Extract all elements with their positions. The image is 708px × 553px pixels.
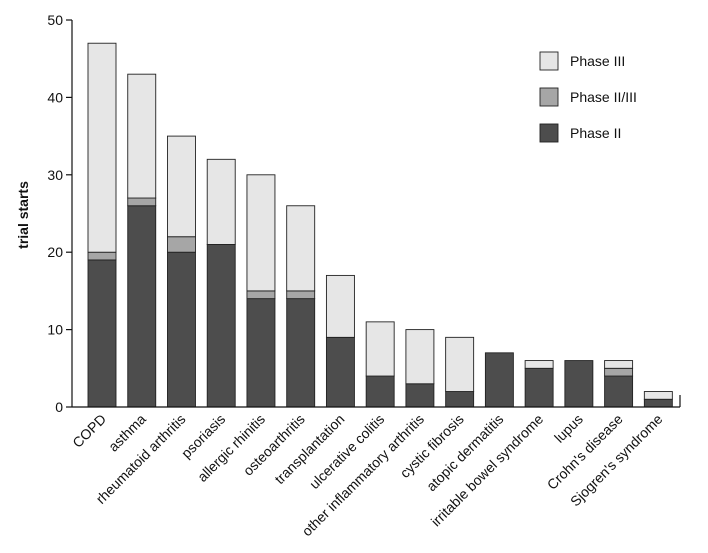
bar-segment-phase-iii	[365, 321, 395, 377]
bar-segment-phase-ii	[604, 375, 634, 408]
legend-label: Phase II/III	[570, 89, 637, 105]
legend-swatch	[539, 87, 559, 107]
bar-segment-phase-ii	[405, 383, 435, 408]
bar-segment-phase-ii	[127, 205, 157, 408]
x-category-label: COPD	[69, 411, 109, 451]
bar-segment-phase-iii	[286, 205, 316, 292]
legend-swatch	[539, 51, 559, 71]
bar-segment-phase-ii	[484, 352, 514, 408]
y-axis: 0 10 20 30 40 50	[47, 12, 73, 415]
y-axis-label: trial starts	[15, 181, 31, 249]
bar-segment-phase-iii	[206, 158, 236, 245]
bar-segment-phase-ii	[286, 298, 316, 408]
bar-segment-phase-ii-iii	[604, 367, 634, 377]
bar-segment-phase-ii	[524, 367, 554, 408]
bar-segment-phase-ii	[87, 259, 117, 408]
y-tick-label: 0	[55, 399, 63, 415]
bar-segment-phase-iii	[524, 360, 554, 369]
x-category-label: transplantation	[271, 411, 347, 487]
x-category-label: lupus	[551, 411, 586, 446]
bar-segment-phase-iii	[167, 135, 196, 238]
bar-segment-phase-iii	[127, 73, 157, 199]
y-tick-label: 50	[47, 12, 63, 28]
bar-segment-phase-ii	[167, 251, 196, 408]
bar-segment-phase-ii	[325, 336, 355, 408]
bar-segment-phase-ii-iii	[246, 290, 276, 300]
bar-segment-phase-iii	[246, 174, 276, 292]
bars	[87, 42, 673, 408]
bar-segment-phase-ii	[246, 298, 276, 408]
bar-segment-phase-iii	[604, 360, 634, 369]
bar-segment-phase-iii	[325, 274, 355, 338]
bar-segment-phase-ii-iii	[286, 290, 316, 300]
bar-segment-phase-ii	[445, 391, 475, 408]
y-tick-label: 20	[47, 244, 63, 260]
bar-segment-phase-ii	[564, 360, 594, 408]
bar-segment-phase-ii	[206, 244, 236, 408]
y-tick-label: 40	[47, 89, 63, 105]
bar-segment-phase-iii	[87, 42, 117, 253]
bar-segment-phase-iii	[643, 391, 673, 400]
bar-segment-phase-ii-iii	[167, 236, 196, 253]
legend-swatch	[539, 123, 559, 143]
y-tick-label: 10	[47, 322, 63, 338]
bar-segment-phase-ii	[365, 375, 395, 408]
legend-label: Phase II	[570, 125, 621, 141]
bar-segment-phase-ii-iii	[87, 251, 117, 261]
bar-segment-phase-ii-iii	[127, 197, 157, 207]
legend: Phase III Phase II/III Phase II	[539, 51, 637, 143]
bar-segment-phase-ii	[643, 398, 673, 408]
bar-segment-phase-iii	[445, 336, 475, 392]
y-tick-label: 30	[47, 167, 63, 183]
legend-label: Phase III	[570, 53, 625, 69]
bar-segment-phase-iii	[405, 329, 435, 385]
